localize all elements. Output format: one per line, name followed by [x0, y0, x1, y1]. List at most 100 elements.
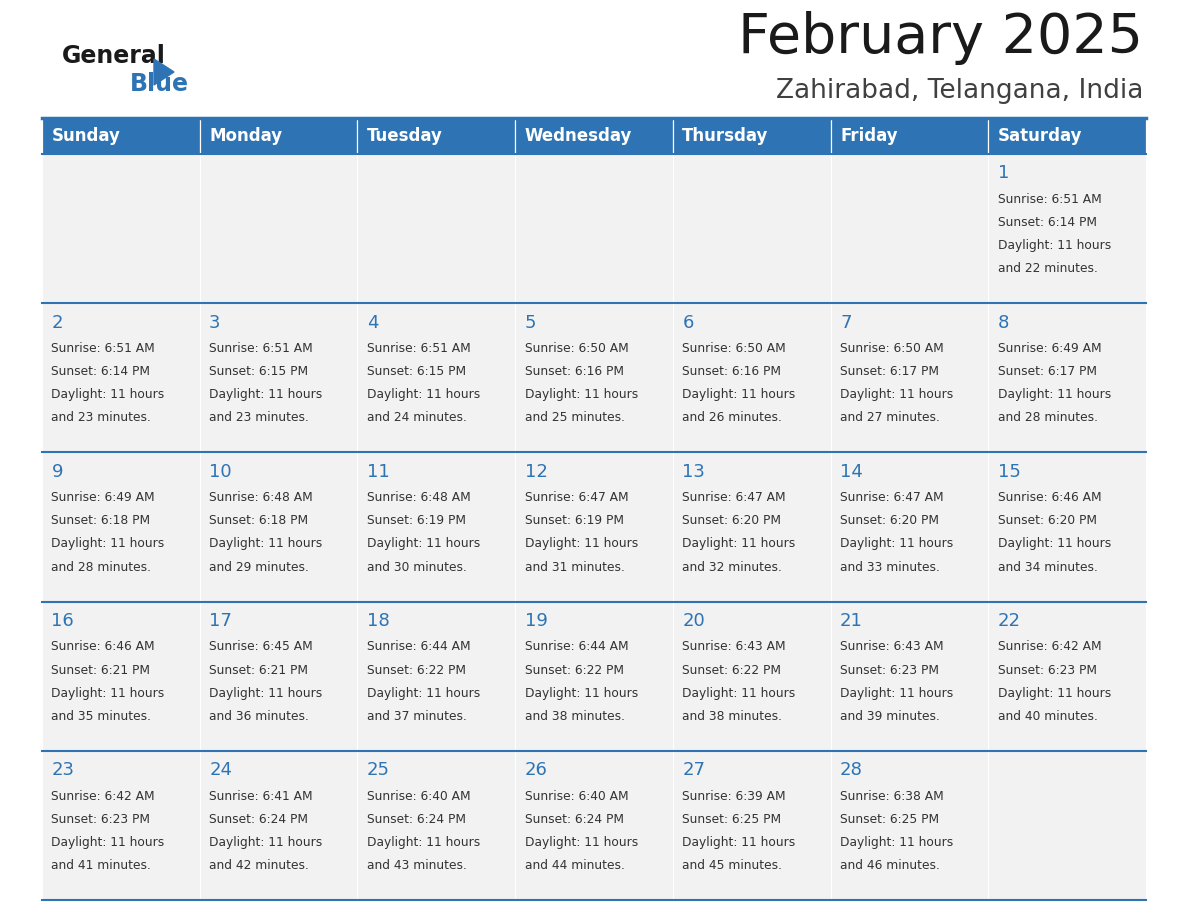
- Text: and 45 minutes.: and 45 minutes.: [682, 859, 783, 872]
- Bar: [516, 118, 672, 154]
- Text: Sunrise: 6:50 AM: Sunrise: 6:50 AM: [525, 342, 628, 355]
- Text: Sunrise: 6:49 AM: Sunrise: 6:49 AM: [998, 342, 1101, 355]
- Text: 25: 25: [367, 761, 390, 779]
- Text: Daylight: 11 hours: Daylight: 11 hours: [367, 537, 480, 551]
- Text: and 29 minutes.: and 29 minutes.: [209, 561, 309, 574]
- Text: Sunday: Sunday: [51, 127, 120, 145]
- Text: Sunset: 6:24 PM: Sunset: 6:24 PM: [209, 812, 308, 825]
- Text: Sunset: 6:15 PM: Sunset: 6:15 PM: [367, 365, 466, 378]
- Text: Sunrise: 6:40 AM: Sunrise: 6:40 AM: [367, 789, 470, 802]
- Text: Sunset: 6:14 PM: Sunset: 6:14 PM: [51, 365, 151, 378]
- Text: Daylight: 11 hours: Daylight: 11 hours: [209, 537, 322, 551]
- Text: Sunset: 6:18 PM: Sunset: 6:18 PM: [209, 514, 309, 527]
- Text: 15: 15: [998, 463, 1020, 481]
- Text: Sunset: 6:22 PM: Sunset: 6:22 PM: [682, 664, 782, 677]
- Text: Daylight: 11 hours: Daylight: 11 hours: [367, 687, 480, 700]
- Bar: [200, 118, 358, 154]
- Text: 8: 8: [998, 314, 1009, 331]
- Text: Sunset: 6:25 PM: Sunset: 6:25 PM: [840, 812, 940, 825]
- Text: Sunrise: 6:39 AM: Sunrise: 6:39 AM: [682, 789, 786, 802]
- Text: General: General: [62, 44, 166, 68]
- Bar: [988, 118, 1146, 154]
- Text: Sunrise: 6:48 AM: Sunrise: 6:48 AM: [367, 491, 470, 504]
- Text: 17: 17: [209, 612, 232, 630]
- Text: Sunrise: 6:51 AM: Sunrise: 6:51 AM: [367, 342, 470, 355]
- Text: 6: 6: [682, 314, 694, 331]
- Text: 22: 22: [998, 612, 1020, 630]
- Text: and 23 minutes.: and 23 minutes.: [209, 411, 309, 424]
- Text: February 2025: February 2025: [738, 11, 1143, 65]
- Text: Thursday: Thursday: [682, 127, 769, 145]
- Text: 23: 23: [51, 761, 75, 779]
- Bar: [42, 154, 1146, 303]
- Text: Sunrise: 6:43 AM: Sunrise: 6:43 AM: [840, 641, 943, 654]
- Text: Sunset: 6:16 PM: Sunset: 6:16 PM: [682, 365, 782, 378]
- Text: Sunrise: 6:42 AM: Sunrise: 6:42 AM: [51, 789, 156, 802]
- Text: Daylight: 11 hours: Daylight: 11 hours: [525, 687, 638, 700]
- Text: Daylight: 11 hours: Daylight: 11 hours: [209, 388, 322, 401]
- Text: Sunrise: 6:38 AM: Sunrise: 6:38 AM: [840, 789, 943, 802]
- Text: 16: 16: [51, 612, 74, 630]
- Text: and 38 minutes.: and 38 minutes.: [682, 710, 783, 722]
- Text: Sunrise: 6:41 AM: Sunrise: 6:41 AM: [209, 789, 312, 802]
- Text: 28: 28: [840, 761, 862, 779]
- Text: Sunset: 6:21 PM: Sunset: 6:21 PM: [51, 664, 151, 677]
- Text: Sunrise: 6:47 AM: Sunrise: 6:47 AM: [840, 491, 943, 504]
- Text: Sunrise: 6:44 AM: Sunrise: 6:44 AM: [367, 641, 470, 654]
- Text: Daylight: 11 hours: Daylight: 11 hours: [682, 687, 796, 700]
- Text: Sunrise: 6:46 AM: Sunrise: 6:46 AM: [51, 641, 156, 654]
- Text: Sunrise: 6:50 AM: Sunrise: 6:50 AM: [682, 342, 786, 355]
- Text: Sunrise: 6:49 AM: Sunrise: 6:49 AM: [51, 491, 156, 504]
- Text: Daylight: 11 hours: Daylight: 11 hours: [51, 537, 165, 551]
- Text: Daylight: 11 hours: Daylight: 11 hours: [682, 836, 796, 849]
- Text: Sunset: 6:20 PM: Sunset: 6:20 PM: [682, 514, 782, 527]
- Text: and 46 minutes.: and 46 minutes.: [840, 859, 940, 872]
- Text: Sunset: 6:23 PM: Sunset: 6:23 PM: [840, 664, 939, 677]
- Text: Sunrise: 6:47 AM: Sunrise: 6:47 AM: [682, 491, 786, 504]
- Bar: [42, 303, 1146, 453]
- Text: and 41 minutes.: and 41 minutes.: [51, 859, 151, 872]
- Text: and 38 minutes.: and 38 minutes.: [525, 710, 625, 722]
- Bar: [672, 118, 830, 154]
- Text: and 36 minutes.: and 36 minutes.: [209, 710, 309, 722]
- Text: 27: 27: [682, 761, 706, 779]
- Text: 5: 5: [525, 314, 536, 331]
- Text: Daylight: 11 hours: Daylight: 11 hours: [209, 836, 322, 849]
- Text: Sunset: 6:23 PM: Sunset: 6:23 PM: [998, 664, 1097, 677]
- Text: Daylight: 11 hours: Daylight: 11 hours: [51, 836, 165, 849]
- Text: Sunrise: 6:48 AM: Sunrise: 6:48 AM: [209, 491, 312, 504]
- Text: Sunset: 6:24 PM: Sunset: 6:24 PM: [525, 812, 624, 825]
- Text: Sunset: 6:20 PM: Sunset: 6:20 PM: [998, 514, 1097, 527]
- Text: Sunset: 6:25 PM: Sunset: 6:25 PM: [682, 812, 782, 825]
- Text: Sunset: 6:17 PM: Sunset: 6:17 PM: [840, 365, 939, 378]
- Text: Daylight: 11 hours: Daylight: 11 hours: [998, 239, 1111, 252]
- Text: Sunset: 6:19 PM: Sunset: 6:19 PM: [367, 514, 466, 527]
- Text: 21: 21: [840, 612, 862, 630]
- Text: Sunrise: 6:51 AM: Sunrise: 6:51 AM: [209, 342, 312, 355]
- Bar: [42, 453, 1146, 601]
- Text: Sunrise: 6:50 AM: Sunrise: 6:50 AM: [840, 342, 943, 355]
- Text: and 43 minutes.: and 43 minutes.: [367, 859, 467, 872]
- Text: Daylight: 11 hours: Daylight: 11 hours: [367, 836, 480, 849]
- Text: Daylight: 11 hours: Daylight: 11 hours: [525, 388, 638, 401]
- Text: Blue: Blue: [129, 72, 189, 96]
- Text: 19: 19: [525, 612, 548, 630]
- Text: and 25 minutes.: and 25 minutes.: [525, 411, 625, 424]
- Text: and 34 minutes.: and 34 minutes.: [998, 561, 1098, 574]
- Text: Sunset: 6:24 PM: Sunset: 6:24 PM: [367, 812, 466, 825]
- Text: 18: 18: [367, 612, 390, 630]
- Text: Sunrise: 6:43 AM: Sunrise: 6:43 AM: [682, 641, 786, 654]
- Text: 26: 26: [525, 761, 548, 779]
- Polygon shape: [154, 59, 173, 85]
- Text: and 27 minutes.: and 27 minutes.: [840, 411, 940, 424]
- Text: Sunrise: 6:46 AM: Sunrise: 6:46 AM: [998, 491, 1101, 504]
- Text: and 24 minutes.: and 24 minutes.: [367, 411, 467, 424]
- Text: Sunset: 6:20 PM: Sunset: 6:20 PM: [840, 514, 939, 527]
- Text: Daylight: 11 hours: Daylight: 11 hours: [51, 388, 165, 401]
- Text: 2: 2: [51, 314, 63, 331]
- Text: Friday: Friday: [840, 127, 898, 145]
- Text: 14: 14: [840, 463, 862, 481]
- Text: and 35 minutes.: and 35 minutes.: [51, 710, 151, 722]
- Text: Daylight: 11 hours: Daylight: 11 hours: [525, 836, 638, 849]
- Text: Sunset: 6:17 PM: Sunset: 6:17 PM: [998, 365, 1097, 378]
